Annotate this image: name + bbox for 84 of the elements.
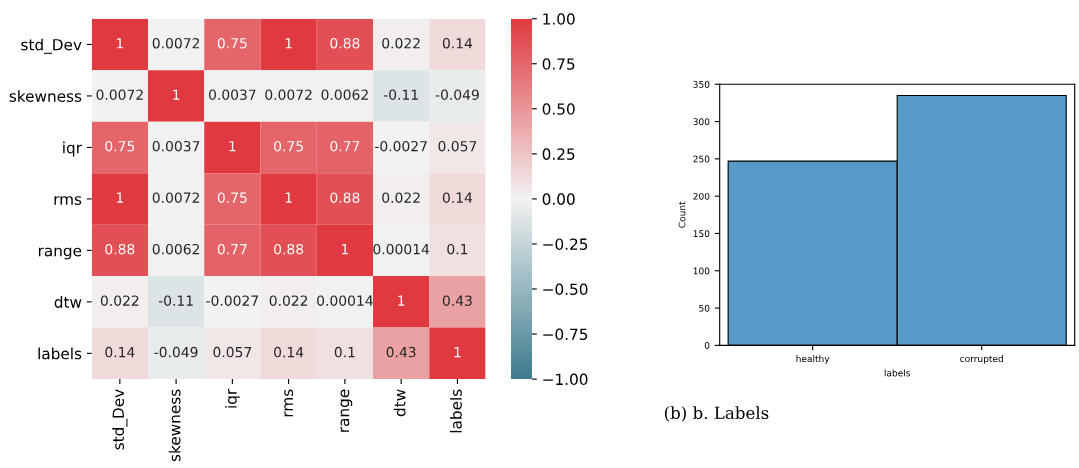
data-label: 0.75 (217, 192, 247, 203)
x-tick-label: range (340, 389, 353, 432)
x-tick-label: iqr (224, 388, 240, 408)
data-label: 0.0062 (321, 89, 368, 100)
data-label: 0.022 (382, 37, 420, 49)
data-label: 0.022 (100, 295, 139, 306)
color-bar-label: 0.75 (542, 58, 575, 70)
y-tick-label: 100 (693, 267, 710, 275)
y-tick-label: 150 (693, 230, 710, 238)
data-label: 0.43 (442, 295, 472, 306)
data-label: 1 (398, 295, 405, 306)
y-tick-label: 200 (693, 192, 710, 200)
data-label: -0.11 (383, 89, 418, 100)
x-axis-title: labels (884, 369, 911, 377)
color-bar-label: 1.00 (543, 13, 575, 25)
data-label: 1 (116, 192, 123, 203)
data-label: 0.14 (442, 192, 473, 203)
y-tick-label: 50 (699, 304, 710, 312)
x-tick-label: labels (450, 389, 462, 433)
y-tick-label: iqr (63, 141, 82, 157)
text: (b) b. Labels (664, 406, 769, 422)
data-label: 0.0062 (152, 243, 200, 255)
x-tick-label: dtw (393, 389, 406, 417)
data-label: 0.00014 (317, 295, 373, 306)
data-label: 1 (285, 38, 292, 49)
data-label: -0.049 (154, 346, 198, 358)
x-tick-label: rms (284, 389, 294, 417)
data-label: 0.057 (438, 140, 477, 152)
data-label: 1 (454, 347, 461, 358)
data-label: 0.14 (274, 346, 304, 358)
data-label: 0.0072 (96, 89, 143, 100)
data-label: 0.00014 (373, 243, 430, 255)
y-tick-label: 250 (693, 155, 710, 163)
data-label: 0.14 (442, 37, 473, 49)
y-tick-label: 300 (693, 118, 710, 126)
data-label: 0.0072 (265, 89, 312, 100)
x-tick-label: skewness (168, 389, 181, 462)
color-bar-label: −0.50 (543, 283, 588, 296)
data-label: 0.022 (382, 192, 420, 203)
data-label: 0.77 (330, 140, 360, 152)
data-label: 0.75 (274, 140, 303, 152)
data-label: 0.14 (105, 346, 135, 358)
color-bar-label: 0.50 (542, 103, 575, 115)
data-label: -0.0027 (206, 295, 258, 306)
x-tick-label: std_Dev (112, 389, 128, 450)
data-label: 1 (285, 192, 292, 203)
data-label: -0.0027 (375, 140, 427, 152)
y-tick-label: skewness (9, 90, 82, 102)
data-label: 0.88 (330, 192, 360, 203)
y-tick-label: 0 (704, 342, 710, 349)
color-bar-label: −0.75 (543, 328, 588, 341)
color-bar-label: −0.25 (543, 238, 588, 250)
x-tick-label: corrupted (960, 355, 1003, 364)
data-label: 0.1 (334, 346, 355, 358)
y-tick-label: 350 (693, 80, 710, 88)
data-label: 0.77 (217, 243, 247, 255)
data-label: 0.88 (330, 37, 360, 49)
color-bar-label: 0.25 (542, 148, 575, 160)
data-label: 0.88 (274, 243, 304, 255)
data-label: 1 (342, 244, 349, 255)
y-tick-label: dtw (54, 296, 82, 308)
data-label: 0.75 (217, 37, 247, 49)
data-label: -0.11 (158, 295, 193, 306)
data-label: 0.43 (386, 346, 416, 358)
data-label: 0.0037 (152, 140, 200, 152)
data-label: 1 (173, 89, 180, 100)
y-axis-title: Count (678, 201, 686, 228)
x-tick-label: healthy (796, 355, 830, 364)
data-label: 1 (229, 141, 236, 152)
color-bar-label: 0.00 (542, 193, 575, 205)
data-label: 0.057 (213, 346, 252, 358)
data-label: 0.0037 (208, 89, 256, 100)
color-bar-label: −1.00 (543, 373, 588, 386)
y-tick-label: range (38, 247, 82, 260)
data-label: 1 (116, 38, 123, 49)
data-label: 0.022 (269, 295, 308, 306)
data-label: -0.049 (435, 89, 479, 100)
y-tick-label: std_Dev (21, 38, 82, 54)
y-tick-label: rms (54, 196, 82, 205)
data-label: 0.0072 (152, 192, 200, 203)
data-label: 0.0072 (152, 37, 200, 49)
data-label: 0.75 (105, 140, 135, 152)
data-label: 0.1 (447, 243, 468, 255)
data-label: 0.88 (105, 243, 135, 255)
